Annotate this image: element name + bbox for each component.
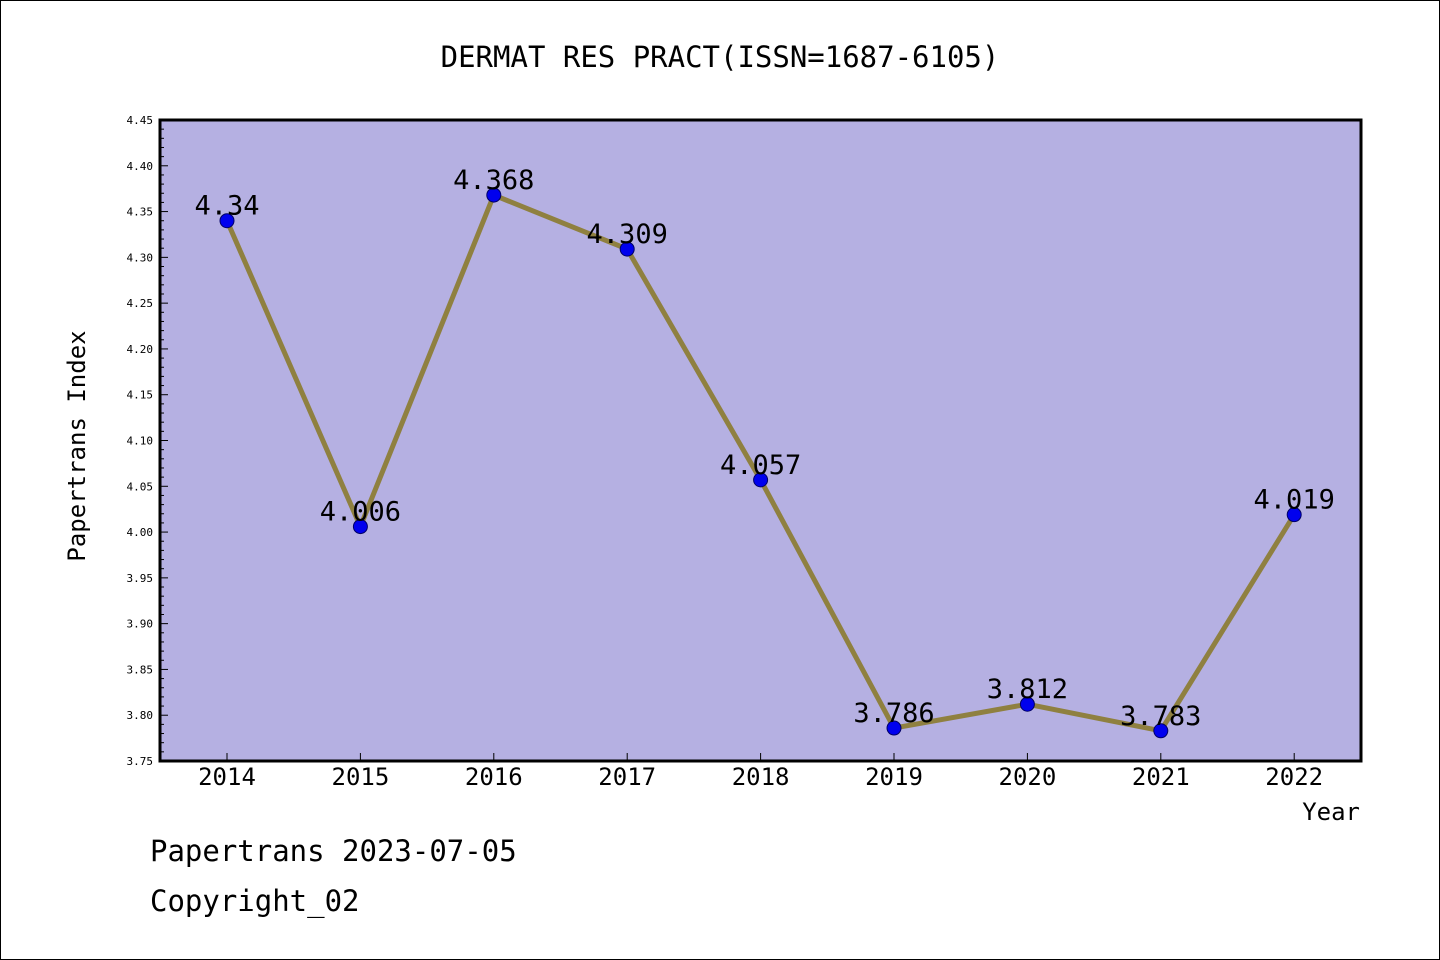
- y-tick-label: 4.30: [127, 251, 154, 264]
- y-tick-label: 3.90: [127, 618, 154, 631]
- data-label: 4.019: [1254, 485, 1335, 516]
- x-tick-label: 2022: [1265, 763, 1323, 791]
- data-point: [1286, 507, 1302, 523]
- x-tick-label: 2018: [732, 763, 790, 791]
- x-tick-label: 2016: [465, 763, 523, 791]
- series: 4.34 4.006 4.368 4.309 4.057 3.786 3.812 3.783 4…: [194, 165, 1335, 739]
- data-label: 4.34: [194, 191, 259, 222]
- y-tick-label: 4.25: [127, 297, 154, 310]
- y-tick-label: 4.15: [127, 389, 154, 402]
- data-label: 4.057: [720, 450, 801, 481]
- x-tick-label: 2021: [1132, 763, 1190, 791]
- chart-title: DERMAT RES PRACT(ISSN=1687-6105): [441, 40, 1000, 74]
- y-axis: 3.75 3.80 3.85 3.90 3.95 4.00 4.05 4.10 4.15 4.20…: [127, 114, 168, 768]
- y-tick-label: 4.40: [127, 160, 154, 173]
- data-point: [219, 213, 235, 229]
- data-point: [1153, 723, 1169, 739]
- y-tick-label: 4.20: [127, 343, 154, 356]
- data-label: 4.309: [587, 219, 668, 250]
- x-tick-label: 2017: [598, 763, 656, 791]
- y-tick-label: 4.05: [127, 480, 154, 493]
- y-tick-label: 3.95: [127, 572, 154, 585]
- y-tick-label: 3.75: [127, 755, 154, 768]
- x-tick-label: 2019: [865, 763, 923, 791]
- x-tick-label: 2015: [332, 763, 390, 791]
- data-label: 3.783: [1120, 701, 1201, 732]
- data-point: [352, 519, 368, 535]
- data-point: [1019, 696, 1035, 712]
- data-label: 3.786: [853, 698, 934, 729]
- data-point: [619, 241, 635, 257]
- y-tick-label: 4.35: [127, 206, 154, 219]
- y-tick-label: 3.80: [127, 709, 154, 722]
- x-tick-label: 2020: [999, 763, 1057, 791]
- x-axis: 2014 2015 2016 2017 2018 2019 2020 2021 2022: [198, 753, 1323, 791]
- y-tick-label: 4.00: [127, 526, 154, 539]
- y-tick-label: 3.85: [127, 663, 154, 676]
- y-tick-label: 4.45: [127, 114, 154, 127]
- x-tick-label: 2014: [198, 763, 256, 791]
- data-point: [753, 472, 769, 488]
- data-label: 4.006: [320, 497, 401, 528]
- plot-area: [158, 118, 1363, 763]
- data-point: [486, 187, 502, 203]
- data-label: 3.812: [987, 674, 1068, 705]
- y-axis-label: Papertrans Index: [63, 330, 91, 561]
- y-tick-label: 4.10: [127, 435, 154, 448]
- data-point: [886, 720, 902, 736]
- footer-copyright-line: Copyright_02: [150, 884, 360, 918]
- x-axis-label: Year: [1302, 798, 1360, 826]
- data-label: 4.368: [453, 165, 534, 196]
- footer-date-line: Papertrans 2023-07-05: [150, 834, 517, 868]
